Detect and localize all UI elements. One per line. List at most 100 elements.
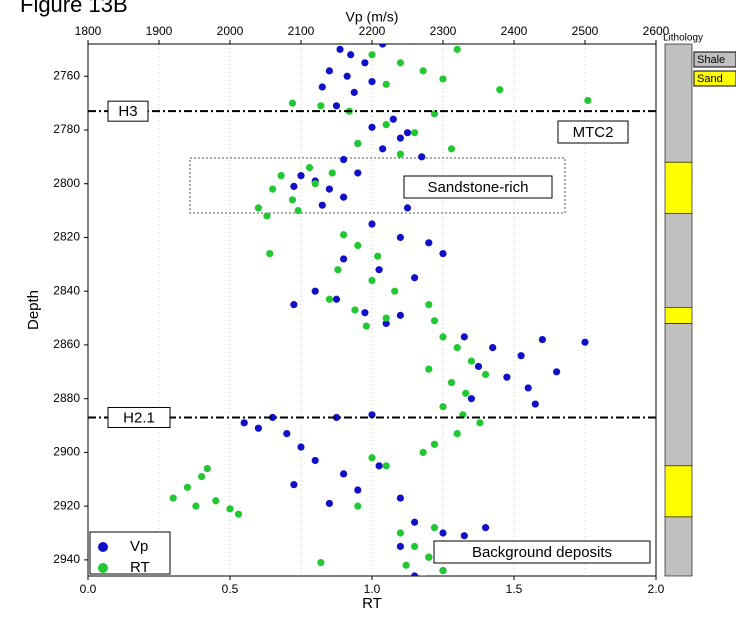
point — [538, 335, 547, 344]
point — [425, 553, 433, 561]
y-tick-label: 2800 — [53, 176, 80, 190]
legend-label: RT — [130, 559, 150, 576]
point — [290, 182, 298, 191]
point — [467, 395, 475, 403]
lithology-title: Lithology — [663, 33, 703, 44]
point — [277, 172, 285, 180]
point — [411, 129, 419, 137]
annotation-box — [433, 540, 651, 564]
point — [290, 301, 298, 309]
point — [382, 462, 390, 470]
point — [334, 266, 342, 274]
point — [396, 542, 404, 551]
point — [460, 532, 468, 540]
point — [354, 139, 362, 148]
point — [368, 51, 376, 59]
point — [379, 145, 387, 153]
point — [368, 123, 376, 131]
point — [317, 558, 325, 567]
point — [391, 287, 399, 295]
point — [361, 309, 369, 317]
point — [226, 505, 234, 513]
point — [524, 384, 532, 392]
point — [325, 499, 333, 508]
point — [411, 518, 419, 526]
point — [203, 464, 211, 473]
y-tick-label: 2920 — [53, 498, 80, 512]
plot-area — [169, 44, 592, 576]
point — [396, 529, 404, 537]
x2-tick-label: 2600 — [643, 24, 670, 38]
point — [403, 129, 412, 137]
point — [325, 67, 333, 75]
point — [553, 368, 561, 376]
point — [396, 134, 404, 142]
legend-marker — [98, 563, 108, 573]
point — [343, 72, 351, 80]
point — [503, 373, 511, 381]
point — [332, 295, 341, 303]
point — [318, 201, 326, 209]
lithology-interval — [664, 465, 693, 518]
lithology-interval — [664, 307, 693, 324]
x2-axis-label: Vp (m/s) — [346, 9, 399, 25]
point — [419, 448, 427, 457]
annotation-box — [189, 157, 566, 214]
point — [234, 510, 243, 518]
annotation-box — [403, 175, 553, 199]
point — [311, 287, 319, 295]
point — [439, 567, 447, 575]
point — [420, 575, 426, 576]
point — [382, 319, 390, 328]
point — [297, 443, 305, 451]
point — [425, 301, 433, 309]
point — [439, 333, 447, 341]
point — [351, 306, 359, 314]
point — [254, 424, 262, 432]
point — [489, 344, 497, 352]
x2-tick-label: 1900 — [146, 24, 173, 38]
y-tick-label: 2820 — [53, 230, 80, 244]
point — [482, 370, 490, 379]
point — [453, 45, 461, 53]
point — [411, 542, 419, 551]
point — [340, 470, 348, 478]
point — [362, 322, 370, 330]
point — [382, 80, 390, 88]
x2-tick-label: 2100 — [288, 24, 315, 38]
point — [430, 440, 439, 448]
lithology-interval — [664, 212, 693, 308]
point — [425, 239, 433, 247]
x-tick-label: 2.0 — [648, 582, 665, 596]
horizon-label-box — [107, 100, 149, 122]
y-tick-label: 2880 — [53, 391, 80, 405]
point — [374, 252, 382, 260]
point — [318, 83, 326, 91]
point — [368, 220, 376, 228]
legend-label: Vp — [130, 538, 148, 555]
annotation: MTC2 — [573, 124, 614, 141]
point — [476, 419, 484, 427]
point — [453, 429, 461, 438]
point — [439, 529, 447, 537]
point — [332, 102, 341, 110]
point — [496, 86, 504, 94]
point — [430, 317, 439, 325]
legend-marker — [98, 542, 108, 552]
x-tick-label: 0.5 — [222, 582, 239, 596]
point — [311, 456, 319, 465]
point — [368, 276, 376, 285]
lithology-interval — [664, 516, 693, 577]
point — [482, 524, 490, 532]
lithology-interval — [664, 161, 693, 214]
x2-tick-label: 2000 — [217, 24, 244, 38]
point — [411, 274, 419, 282]
point — [581, 338, 589, 346]
point — [368, 411, 376, 419]
point — [325, 295, 333, 303]
point — [198, 472, 206, 481]
y-tick-label: 2840 — [53, 283, 80, 297]
point — [439, 403, 447, 411]
point — [460, 333, 468, 341]
